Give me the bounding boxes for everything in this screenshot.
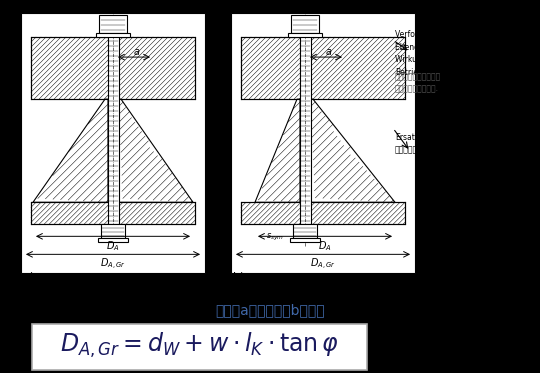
Bar	[290, 238, 320, 242]
Text: a: a	[326, 47, 332, 57]
Text: a): a)	[23, 272, 34, 281]
Bar	[32, 324, 367, 370]
Bar	[241, 202, 405, 224]
Text: $D_A$: $D_A$	[318, 239, 332, 253]
Bar	[98, 238, 128, 242]
Bar	[300, 33, 311, 224]
Text: $s_{sym}$: $s_{sym}$	[266, 232, 284, 244]
Polygon shape	[118, 99, 193, 202]
Text: $D_{A,Gr} = d_W + w \cdot l_K \cdot \tan\varphi$: $D_{A,Gr} = d_W + w \cdot l_K \cdot \tan…	[60, 331, 339, 360]
Text: $D_{A,Gr}$: $D_{A,Gr}$	[100, 257, 126, 272]
Polygon shape	[310, 99, 395, 202]
Bar	[293, 224, 317, 238]
Bar	[31, 202, 195, 224]
Polygon shape	[255, 99, 300, 202]
Bar	[288, 33, 322, 37]
Text: 螺栓轴的平面变形固体
和轴向工作负载作用.: 螺栓轴的平面变形固体 和轴向工作负载作用.	[395, 72, 441, 94]
Text: Verformungskörper in der
Ebene Schraubenachse/
Wirkungslinie der axialen
Betrieb: Verformungskörper in der Ebene Schrauben…	[395, 30, 494, 76]
Text: $D_A$: $D_A$	[106, 239, 120, 253]
Bar	[31, 37, 195, 99]
Bar	[241, 37, 405, 99]
Bar	[96, 33, 130, 37]
Text: a: a	[134, 47, 140, 57]
Text: b): b)	[233, 272, 245, 281]
Text: Ersatzgrundkörper
代替的基本固体: Ersatzgrundkörper 代替的基本固体	[395, 133, 467, 155]
Bar	[21, 13, 205, 273]
Bar	[108, 33, 119, 224]
Bar	[99, 15, 127, 33]
Bar	[101, 224, 125, 238]
Text: $D_{A,Gr}$: $D_{A,Gr}$	[310, 257, 336, 272]
Text: 同轴（a）和偏心（b）紧固: 同轴（a）和偏心（b）紧固	[215, 303, 325, 317]
Bar	[291, 15, 319, 33]
Polygon shape	[33, 99, 108, 202]
Bar	[231, 13, 415, 273]
